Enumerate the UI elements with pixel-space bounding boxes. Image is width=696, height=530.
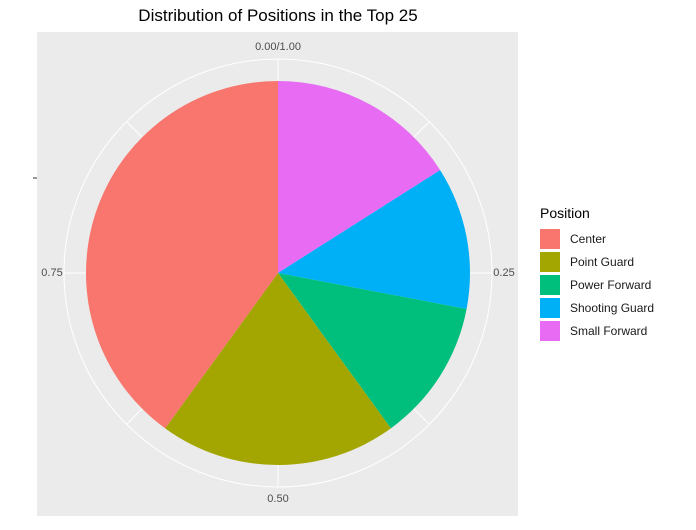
legend-label: Center	[570, 231, 607, 246]
chart-title: Distribution of Positions in the Top 25	[138, 6, 418, 25]
legend-item: Power Forward	[540, 273, 654, 296]
pie-slice-shooting-guard	[278, 170, 470, 309]
legend-label: Shooting Guard	[570, 300, 655, 315]
legend-label: Power Forward	[570, 277, 652, 292]
legend-key-swatch	[540, 297, 560, 318]
legend-label: Point Guard	[570, 254, 635, 269]
pie-slice-point-guard	[165, 273, 391, 466]
legend-label: Small Forward	[570, 323, 648, 338]
pie-slice-center	[85, 81, 278, 429]
pie-slice-power-forward	[278, 273, 467, 429]
theta-tick-label: 0.00/1.00	[255, 41, 301, 53]
theta-tick-label: 0.25	[493, 267, 514, 279]
theta-tick-label: 0.50	[267, 493, 288, 505]
legend-item: Center	[540, 227, 654, 250]
legend-key-swatch	[540, 320, 560, 341]
theta-tick-label: 0.75	[41, 267, 62, 279]
legend: Position Center Point Guard Power Forward S…	[540, 205, 654, 342]
legend-key-swatch	[540, 228, 560, 249]
legend-item: Small Forward	[540, 319, 654, 342]
legend-key-swatch	[540, 274, 560, 295]
pie-slice-small-forward	[278, 81, 441, 273]
legend-item: Shooting Guard	[540, 296, 654, 319]
legend-item: Point Guard	[540, 250, 654, 273]
legend-key-swatch	[540, 251, 560, 272]
legend-title: Position	[540, 205, 590, 221]
